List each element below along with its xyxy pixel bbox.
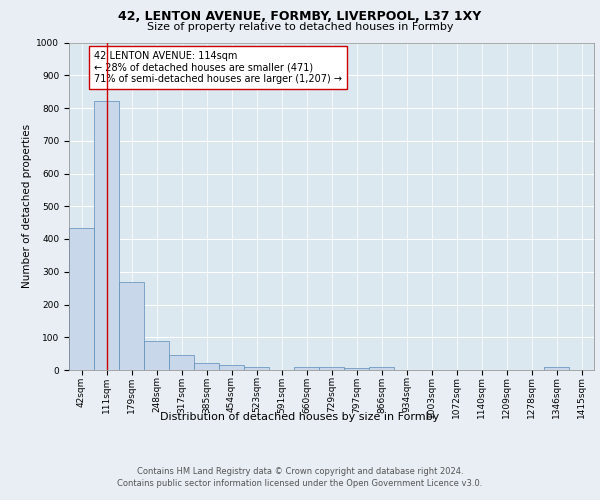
Bar bbox=[344, 368, 369, 370]
Bar bbox=[94, 102, 119, 370]
Bar bbox=[244, 366, 269, 370]
Text: Contains public sector information licensed under the Open Government Licence v3: Contains public sector information licen… bbox=[118, 479, 482, 488]
Bar bbox=[144, 340, 169, 370]
Bar bbox=[544, 368, 569, 370]
Bar bbox=[294, 366, 319, 370]
Y-axis label: Number of detached properties: Number of detached properties bbox=[22, 124, 32, 288]
Text: Contains HM Land Registry data © Crown copyright and database right 2024.: Contains HM Land Registry data © Crown c… bbox=[137, 468, 463, 476]
Bar bbox=[69, 228, 94, 370]
Text: 42 LENTON AVENUE: 114sqm
← 28% of detached houses are smaller (471)
71% of semi-: 42 LENTON AVENUE: 114sqm ← 28% of detach… bbox=[94, 50, 342, 84]
Text: 42, LENTON AVENUE, FORMBY, LIVERPOOL, L37 1XY: 42, LENTON AVENUE, FORMBY, LIVERPOOL, L3… bbox=[118, 10, 482, 23]
Text: Size of property relative to detached houses in Formby: Size of property relative to detached ho… bbox=[147, 22, 453, 32]
Bar bbox=[219, 365, 244, 370]
Bar bbox=[169, 354, 194, 370]
Bar bbox=[119, 282, 144, 370]
Bar bbox=[194, 363, 219, 370]
Text: Distribution of detached houses by size in Formby: Distribution of detached houses by size … bbox=[160, 412, 440, 422]
Bar bbox=[369, 368, 394, 370]
Bar bbox=[319, 368, 344, 370]
